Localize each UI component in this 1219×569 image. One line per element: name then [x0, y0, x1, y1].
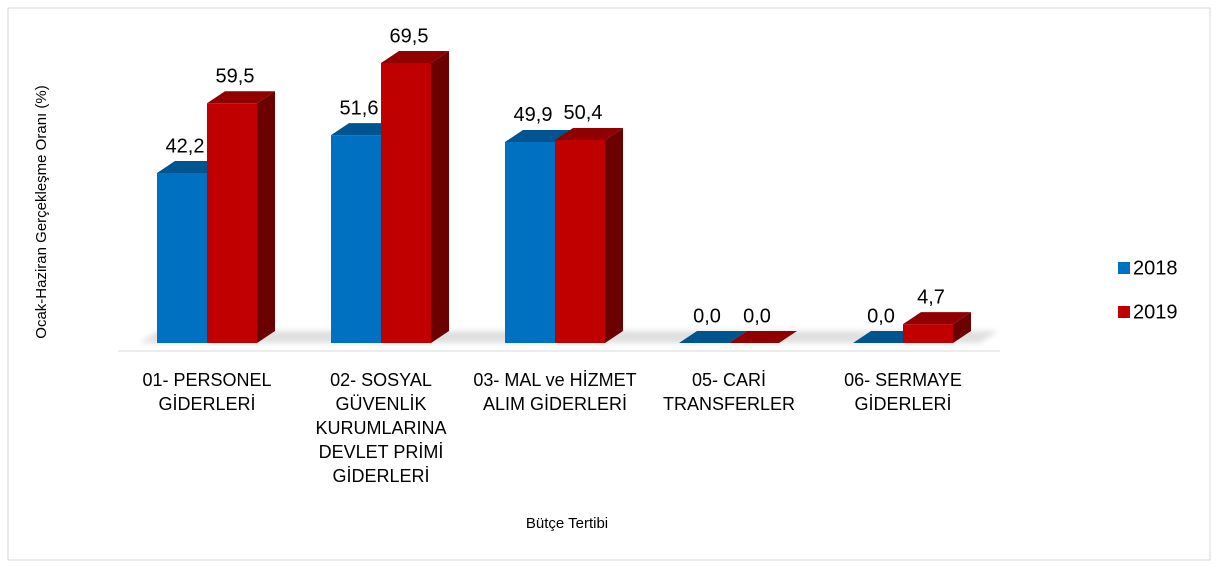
data-label: 0,0 [743, 305, 771, 327]
bar [903, 312, 971, 343]
bar-front [331, 135, 381, 343]
legend-label: 2019 [1133, 301, 1178, 323]
bar-top [679, 331, 747, 343]
bar-front [207, 103, 257, 343]
bar [729, 331, 797, 343]
bar-front [157, 172, 207, 343]
bar [207, 91, 275, 343]
x-tick-label: 03- MAL ve HİZMET ALIM GİDERLERİ [473, 370, 637, 414]
data-label: 59,5 [216, 66, 255, 88]
x-tick-label: 02- SOSYAL GÜVENLİK KURUMLARINA DEVLET P… [315, 370, 447, 486]
bar-side [257, 91, 275, 343]
bar-side [605, 127, 623, 343]
legend-swatch [1118, 306, 1130, 318]
x-tick-label: 06- SERMAYE GİDERLERİ [844, 370, 962, 414]
data-label: 51,6 [340, 97, 379, 119]
x-tick-label: 01- PERSONEL GİDERLERİ [142, 370, 272, 414]
bar-front [903, 324, 953, 343]
data-label: 4,7 [917, 286, 945, 308]
bar [679, 331, 747, 343]
bar-top [903, 312, 971, 325]
bar-front [505, 141, 555, 343]
x-axis-title: Bütçe Tertibi [526, 515, 608, 532]
y-axis-title: Ocak-Haziran Gerçekleşme Oranı (%) [33, 85, 50, 338]
bar-side [431, 51, 449, 343]
legend-label: 2018 [1133, 257, 1178, 279]
bar-front [555, 139, 605, 343]
bar-top [555, 127, 623, 140]
legend-swatch [1118, 262, 1130, 274]
x-tick-label: 05- CARİ TRANSFERLER [662, 370, 796, 414]
bar-side [953, 312, 971, 343]
bar-top [381, 51, 449, 63]
data-label: 42,2 [166, 135, 205, 157]
data-label: 0,0 [867, 305, 895, 327]
data-label: 49,9 [514, 104, 553, 126]
bar-top [207, 91, 275, 104]
bar-top [729, 331, 797, 343]
bar-front [381, 63, 431, 343]
data-label: 50,4 [564, 102, 603, 124]
bar [555, 127, 623, 343]
bar-top [505, 129, 573, 142]
bar [381, 51, 449, 343]
data-label: 69,5 [390, 25, 429, 47]
data-label: 0,0 [693, 305, 721, 327]
